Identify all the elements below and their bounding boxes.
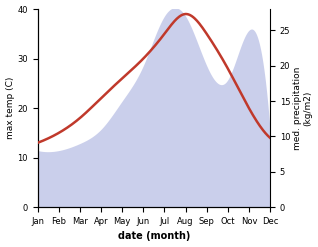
Y-axis label: max temp (C): max temp (C) xyxy=(5,77,15,139)
X-axis label: date (month): date (month) xyxy=(118,231,190,242)
Y-axis label: med. precipitation
(kg/m2): med. precipitation (kg/m2) xyxy=(293,66,313,150)
